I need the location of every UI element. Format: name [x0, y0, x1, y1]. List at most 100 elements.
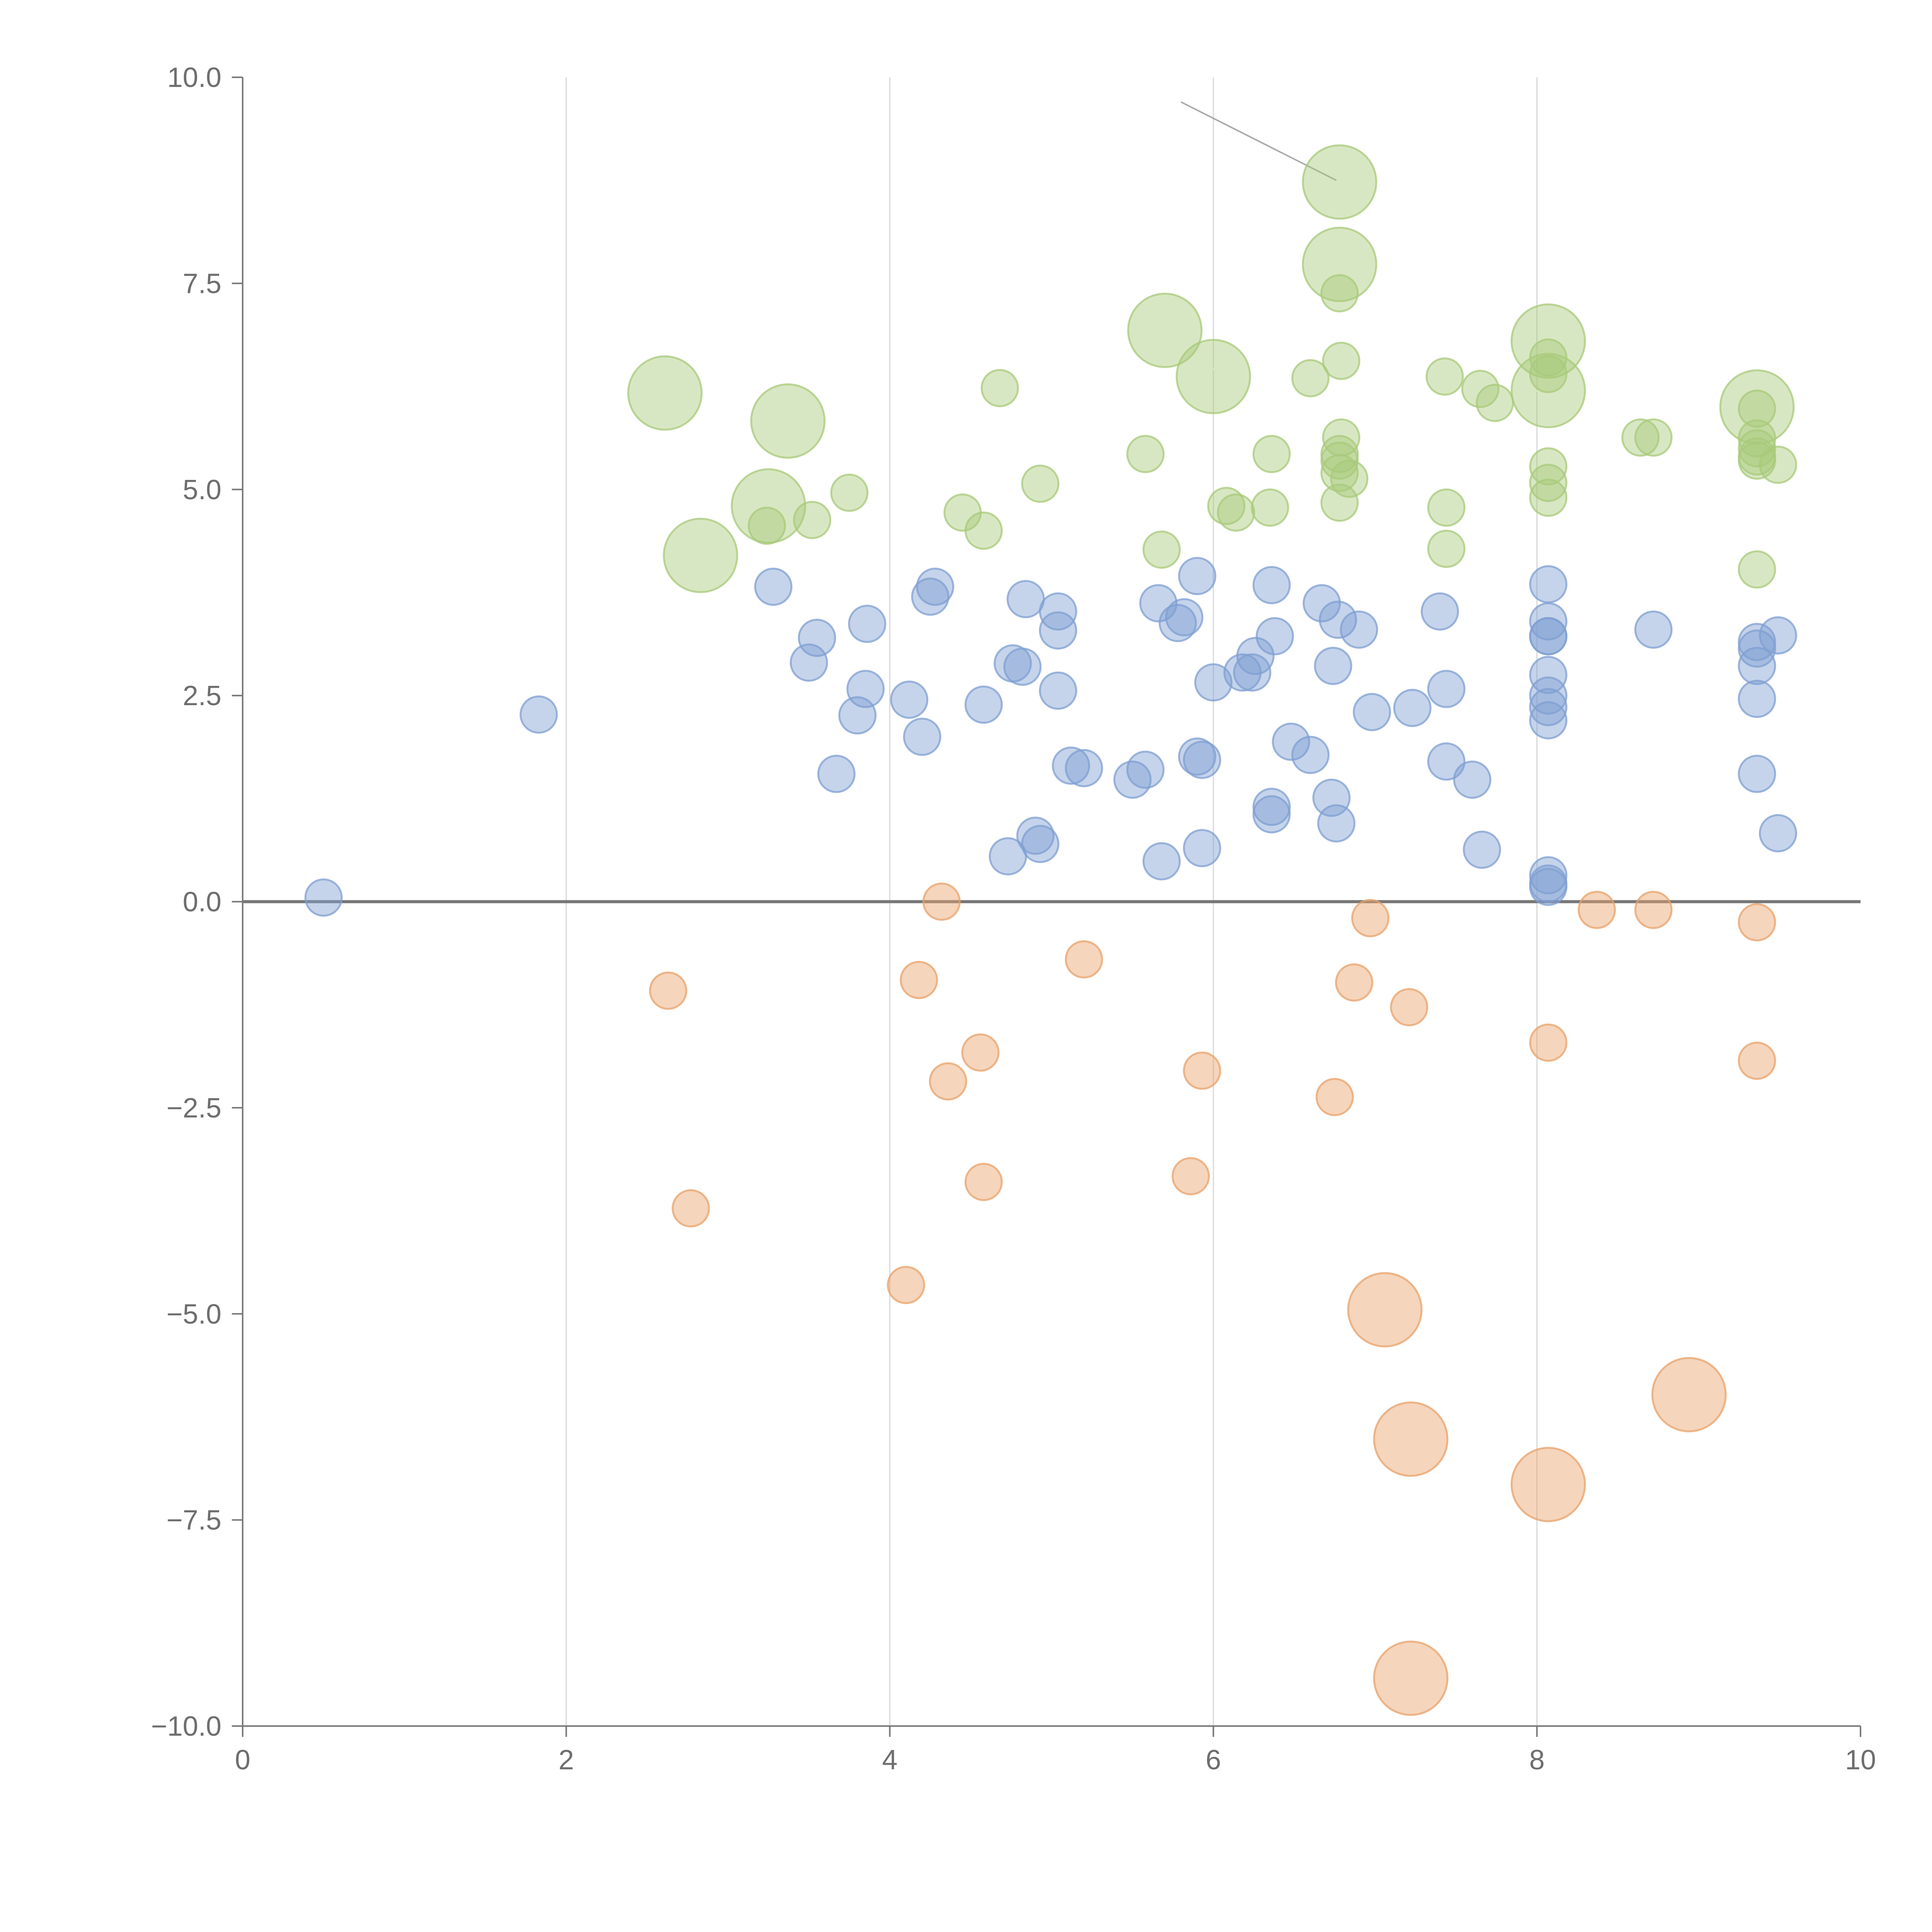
bubble-middle-27	[1142, 842, 1181, 881]
bubble-positive-39	[1529, 447, 1568, 486]
bubble-middle-9	[916, 568, 954, 606]
bubble-negative-18	[1172, 1157, 1210, 1196]
bubble-negative-7	[1065, 940, 1103, 979]
bubble-middle-54	[1427, 670, 1466, 708]
bubble-negative-20	[1347, 1272, 1423, 1348]
callout-line-4	[698, 514, 708, 552]
bubble-positive-9	[981, 369, 1019, 407]
y-tick-label: 7.5	[183, 268, 221, 299]
y-tick-label: −10.0	[151, 1711, 221, 1742]
bubble-positive-33	[1427, 488, 1466, 527]
bubble-middle-74	[1738, 680, 1776, 718]
bubble-positive-32	[1476, 384, 1514, 422]
bubble-middle-14	[1007, 580, 1045, 619]
callout-line-5	[768, 509, 874, 527]
bubble-positive-45	[1738, 389, 1776, 428]
y-tick-label: −7.5	[167, 1505, 221, 1536]
bubble-positive-31	[1461, 369, 1500, 408]
bubble-negative-22	[1373, 1401, 1449, 1477]
bubble-positive-38	[1529, 355, 1568, 393]
bubble-positive-19	[1291, 359, 1330, 398]
bubble-middle-5	[848, 605, 886, 643]
bubble-positive-5	[793, 501, 832, 539]
bubble-negative-6	[900, 961, 938, 999]
callout-line-0	[1180, 101, 1337, 181]
bubble-positive-6	[830, 473, 869, 512]
bubble-middle-0	[304, 878, 343, 917]
bubble-negative-14	[1529, 1023, 1568, 1062]
bubble-middle-65	[1529, 701, 1568, 740]
bubble-middle-16	[1003, 647, 1042, 686]
bubble-middle-76	[1759, 814, 1797, 852]
bubble-middle-42	[1291, 736, 1330, 774]
bubble-middle-26	[1021, 825, 1060, 863]
bubble-middle-32	[1178, 557, 1216, 595]
bubble-middle-10	[911, 577, 949, 616]
bubble-positive-8	[964, 511, 1003, 550]
bubble-middle-61	[1529, 617, 1568, 656]
bubble-middle-64	[1529, 688, 1568, 726]
bubble-middle-28	[1183, 829, 1221, 867]
bubble-positive-20	[1302, 144, 1378, 220]
bubble-middle-56	[1453, 760, 1492, 799]
bubble-positive-43	[1634, 418, 1673, 457]
bubble-middle-13	[964, 685, 1003, 724]
bubble-middle-51	[1353, 693, 1391, 731]
callout-line-7	[1167, 287, 1190, 327]
bubble-negative-23	[1510, 1447, 1586, 1522]
x-tick-label: 10	[1845, 1745, 1876, 1776]
callout-line-12	[1690, 1371, 1708, 1393]
bubble-middle-31	[1165, 598, 1204, 636]
callout-line-3	[789, 386, 826, 418]
bubble-positive-41	[1529, 478, 1568, 517]
bubble-positive-4	[748, 507, 786, 545]
bubble-middle-36	[1236, 637, 1275, 675]
bubble-positive-12	[1127, 293, 1203, 368]
bubble-negative-4	[1738, 903, 1776, 942]
bubble-positive-22	[1320, 274, 1359, 313]
bubble-positive-37	[1529, 338, 1568, 377]
bubble-negative-21	[1651, 1357, 1727, 1432]
bubble-middle-62	[1529, 656, 1568, 694]
bubble-positive-2	[731, 468, 806, 544]
bubble-negative-8	[1335, 963, 1373, 1002]
bubble-middle-66	[1529, 856, 1568, 895]
bubble-middle-44	[1252, 795, 1291, 833]
bubble-negative-15	[1738, 1041, 1776, 1080]
bubble-middle-19	[1039, 671, 1077, 710]
y-tick-label: 10.0	[167, 62, 221, 93]
tick-layer: 0 2 4 6 8 10 −10.0 −7.5 −5.0 −2.5 0.0 2.5 5.0 7.5 10.0	[151, 62, 1876, 1776]
bubble-middle-59	[1529, 602, 1568, 641]
bubble-middle-2	[754, 568, 793, 606]
bubble-middle-53	[1420, 592, 1459, 631]
bubble-positive-0	[627, 355, 703, 431]
bubble-negative-1	[1351, 899, 1389, 937]
bubble-positive-50	[1759, 446, 1797, 484]
bubble-negative-5	[649, 971, 687, 1010]
callout-line-1	[1375, 262, 1493, 280]
bubble-positive-26	[1320, 441, 1359, 480]
bubble-middle-11	[890, 680, 929, 719]
bubble-negative-17	[964, 1163, 1003, 1201]
bubble-negative-12	[1183, 1051, 1221, 1090]
bubble-negative-2	[1578, 891, 1616, 929]
bubble-negative-13	[1315, 1078, 1354, 1116]
bubble-layer	[304, 144, 1797, 1716]
bubble-middle-41	[1272, 723, 1310, 761]
bubble-middle-69	[1634, 610, 1673, 649]
callout-line-10	[1480, 389, 1545, 396]
bubble-middle-73	[1738, 646, 1776, 685]
bubble-negative-0	[922, 883, 961, 921]
y-tick-label: −5.0	[167, 1299, 221, 1330]
y-tick-label: 0.0	[183, 887, 221, 918]
callout-line-9	[1553, 320, 1575, 338]
bubble-negative-3	[1634, 891, 1673, 929]
y-tick-label: 5.0	[183, 474, 221, 505]
bubble-middle-18	[1039, 611, 1077, 650]
bubble-positive-42	[1621, 418, 1660, 457]
bubble-negative-19	[887, 1266, 925, 1304]
bubble-middle-21	[1065, 749, 1103, 787]
bubble-middle-23	[1126, 750, 1165, 789]
